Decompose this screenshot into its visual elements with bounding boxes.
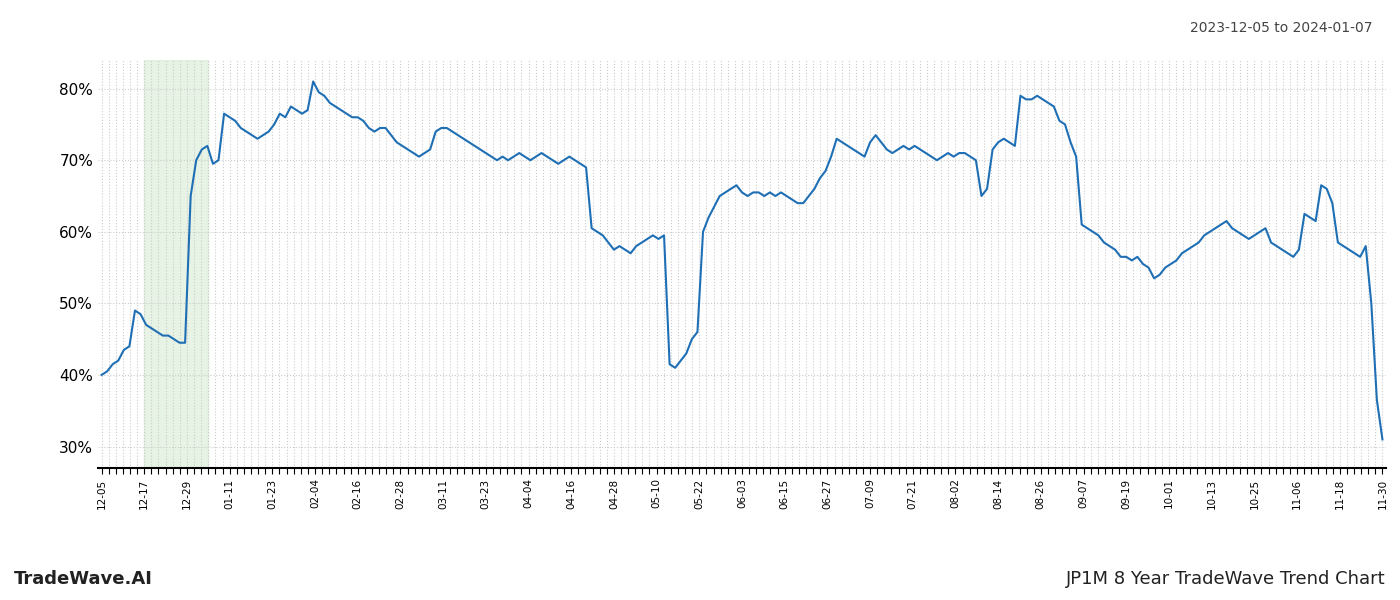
Text: TradeWave.AI: TradeWave.AI xyxy=(14,570,153,588)
Text: JP1M 8 Year TradeWave Trend Chart: JP1M 8 Year TradeWave Trend Chart xyxy=(1067,570,1386,588)
Bar xyxy=(144,60,209,468)
Text: 2023-12-05 to 2024-01-07: 2023-12-05 to 2024-01-07 xyxy=(1190,21,1372,35)
